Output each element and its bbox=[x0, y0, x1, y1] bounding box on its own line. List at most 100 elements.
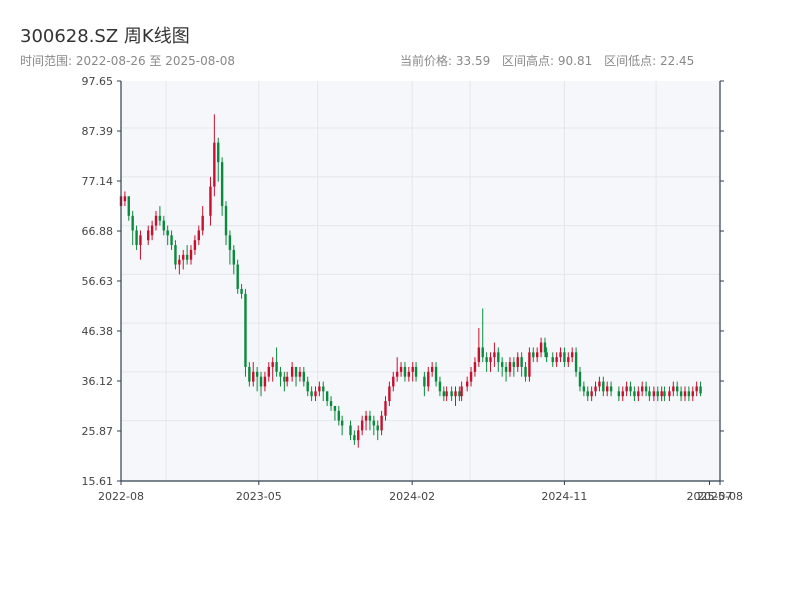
candle-body-90 bbox=[485, 357, 488, 363]
candle-body-91 bbox=[489, 357, 492, 363]
candle-body-47 bbox=[310, 391, 313, 397]
candle-body-71 bbox=[407, 371, 411, 377]
candle-body-75 bbox=[427, 371, 430, 387]
candle-body-4 bbox=[135, 230, 138, 246]
y-tick-label-8: 15.61 bbox=[82, 475, 114, 488]
candle-body-58 bbox=[357, 430, 360, 441]
candle-body-2 bbox=[127, 196, 130, 216]
candle-body-32 bbox=[252, 371, 255, 382]
candle-body-13 bbox=[174, 245, 177, 265]
y-tick-label-4: 56.63 bbox=[82, 275, 114, 288]
x-tick-label-3: 2024-11 bbox=[541, 490, 587, 503]
candle-body-137 bbox=[672, 386, 675, 392]
candle-body-11 bbox=[166, 230, 169, 236]
plot-area bbox=[121, 81, 720, 481]
candle-body-67 bbox=[392, 376, 395, 387]
candle-body-28 bbox=[236, 264, 239, 289]
candle-body-138 bbox=[676, 386, 679, 392]
candle-body-84 bbox=[460, 386, 463, 397]
candle-body-19 bbox=[197, 230, 200, 241]
candle-body-136 bbox=[668, 391, 671, 397]
candle-body-110 bbox=[563, 352, 566, 363]
candle-body-106 bbox=[545, 352, 548, 358]
candle-body-134 bbox=[660, 391, 663, 397]
candle-body-36 bbox=[267, 366, 271, 377]
candle-body-123 bbox=[617, 391, 621, 397]
candle-body-46 bbox=[306, 381, 309, 392]
price-stats: 当前价格: 33.59 区间高点: 90.81 区间低点: 22.45 bbox=[400, 52, 702, 69]
candle-body-80 bbox=[445, 391, 448, 397]
candle-body-18 bbox=[193, 240, 197, 250]
candle-body-52 bbox=[329, 401, 333, 406]
candle-body-78 bbox=[438, 381, 442, 392]
candle-body-125 bbox=[625, 386, 628, 392]
candle-body-1 bbox=[123, 196, 127, 202]
candle-body-99 bbox=[520, 357, 523, 367]
candle-body-37 bbox=[271, 362, 274, 367]
candle-body-98 bbox=[516, 357, 519, 367]
candle-body-82 bbox=[454, 391, 457, 397]
candle-body-141 bbox=[687, 391, 691, 397]
candle-body-66 bbox=[388, 386, 391, 402]
candle-body-88 bbox=[477, 347, 481, 363]
candle-body-51 bbox=[325, 391, 329, 402]
candle-body-139 bbox=[679, 391, 683, 397]
candle-body-45 bbox=[302, 371, 306, 382]
candle-body-76 bbox=[430, 366, 434, 372]
candle-body-53 bbox=[333, 405, 337, 411]
y-tick-label-1: 87.39 bbox=[82, 125, 114, 138]
candle-body-50 bbox=[322, 386, 325, 392]
candle-body-93 bbox=[497, 352, 500, 363]
x-tick-label-0: 2022-08 bbox=[98, 490, 144, 503]
candle-body-23 bbox=[217, 142, 220, 163]
candle-body-100 bbox=[524, 366, 527, 377]
y-tick-label-0: 97.65 bbox=[82, 75, 114, 88]
candle-body-117 bbox=[590, 391, 593, 397]
candle-body-133 bbox=[656, 391, 659, 397]
candle-body-59 bbox=[360, 420, 364, 431]
candle-body-20 bbox=[201, 215, 204, 231]
candle-body-69 bbox=[399, 366, 403, 372]
candle-body-42 bbox=[290, 366, 294, 377]
y-tick-label-7: 25.87 bbox=[82, 425, 114, 438]
candle-body-70 bbox=[403, 366, 407, 377]
candle-body-16 bbox=[185, 254, 189, 260]
candle-body-119 bbox=[598, 381, 601, 387]
candle-body-115 bbox=[582, 386, 586, 392]
candle-body-61 bbox=[368, 415, 372, 421]
candle-body-25 bbox=[224, 206, 228, 236]
candle-body-54 bbox=[337, 410, 341, 421]
candle-body-7 bbox=[150, 225, 154, 236]
candle-body-5 bbox=[139, 235, 142, 246]
y-tick-label-6: 36.12 bbox=[82, 375, 114, 388]
candle-body-12 bbox=[170, 235, 173, 246]
current-price: 当前价格: 33.59 bbox=[400, 54, 491, 68]
candle-body-135 bbox=[663, 391, 666, 397]
candle-body-129 bbox=[641, 386, 644, 392]
candle-body-10 bbox=[162, 220, 165, 231]
candle-body-22 bbox=[213, 142, 216, 187]
candle-body-114 bbox=[578, 371, 582, 387]
candle-body-3 bbox=[131, 215, 134, 231]
x-tick-label-2: 2024-02 bbox=[389, 490, 435, 503]
candle-body-108 bbox=[555, 357, 558, 363]
candle-body-126 bbox=[629, 386, 632, 392]
y-tick-label-5: 46.38 bbox=[82, 325, 114, 338]
candle-body-122 bbox=[609, 386, 613, 392]
candle-body-41 bbox=[285, 376, 289, 382]
candle-body-57 bbox=[353, 435, 356, 441]
candle-body-17 bbox=[189, 249, 193, 260]
candle-body-124 bbox=[621, 391, 624, 397]
candle-body-26 bbox=[228, 235, 232, 250]
range-low: 区间低点: 22.45 bbox=[604, 54, 695, 68]
candle-body-27 bbox=[232, 249, 235, 265]
candle-body-77 bbox=[434, 366, 438, 382]
candle-body-113 bbox=[574, 352, 578, 372]
candle-body-48 bbox=[314, 391, 317, 397]
candle-body-31 bbox=[248, 366, 251, 382]
date-range-text: 时间范围: 2022-08-26 至 2025-08-08 bbox=[20, 54, 235, 68]
candle-body-143 bbox=[695, 386, 698, 392]
candle-body-132 bbox=[652, 391, 656, 397]
range-high: 区间高点: 90.81 bbox=[502, 54, 593, 68]
